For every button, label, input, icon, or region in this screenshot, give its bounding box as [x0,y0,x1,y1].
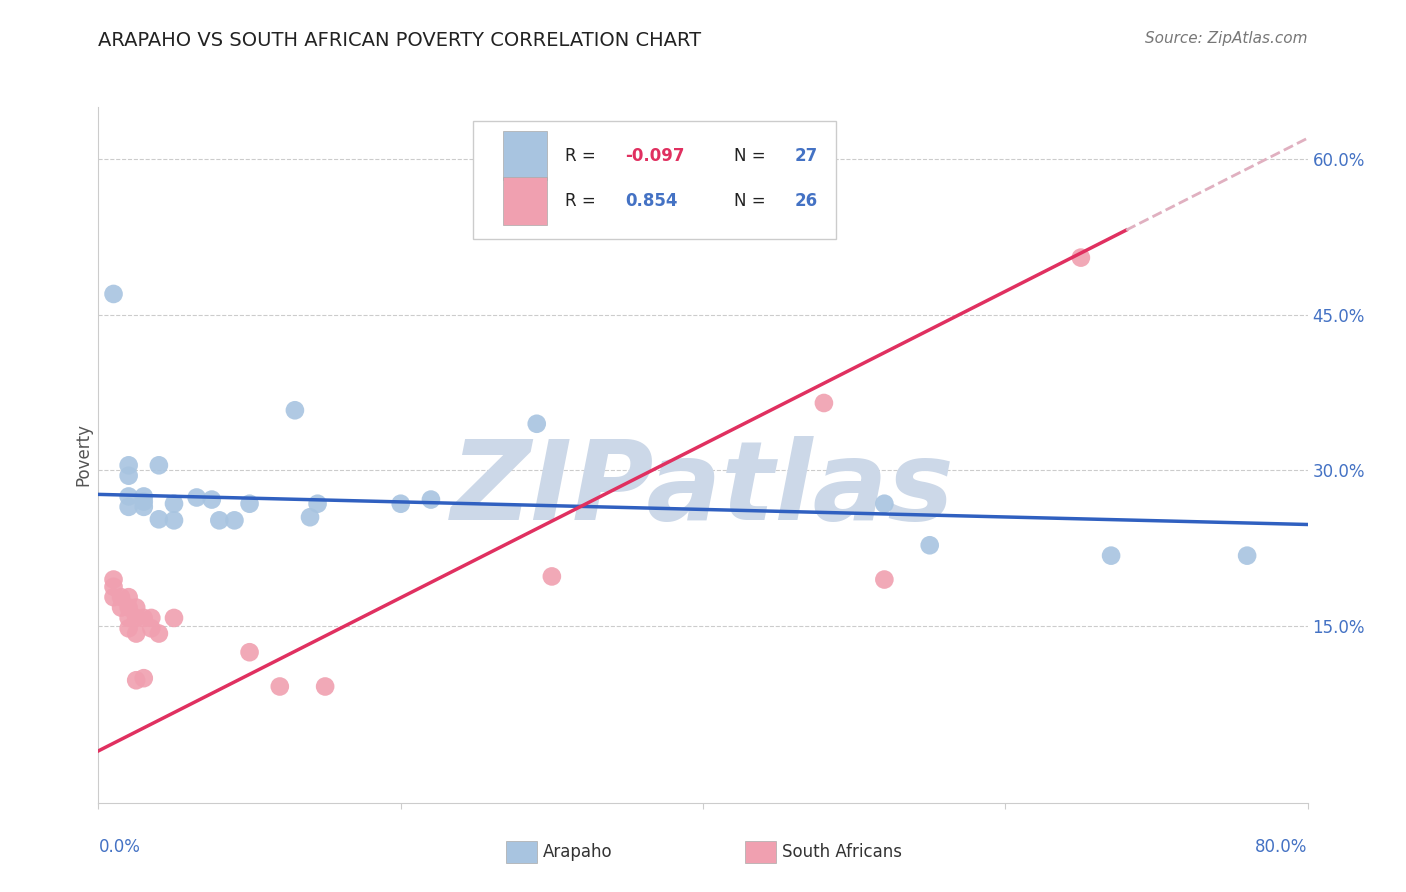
Point [201,492,224,507]
Point [125,673,148,688]
Point [110,590,132,604]
Text: 0.0%: 0.0% [98,838,141,856]
Text: Arapaho: Arapaho [543,843,613,861]
Point [132,494,155,508]
Point [125,600,148,615]
Text: ZIPatlas: ZIPatlas [451,436,955,543]
Point [540,569,562,583]
Point [299,510,322,524]
Text: R =: R = [565,147,602,165]
Point [873,573,896,587]
Text: 27: 27 [794,147,818,165]
Point [118,611,141,625]
Text: 80.0%: 80.0% [1256,838,1308,856]
Point [1236,549,1258,563]
Point [118,490,141,504]
Text: Source: ZipAtlas.com: Source: ZipAtlas.com [1144,31,1308,46]
Point [239,497,262,511]
FancyBboxPatch shape [503,177,547,226]
Text: 26: 26 [794,192,818,210]
Text: South Africans: South Africans [782,843,901,861]
Point [148,512,170,526]
Point [163,611,186,625]
FancyBboxPatch shape [474,121,837,239]
Point [125,626,148,640]
Point [208,513,231,527]
Point [132,671,155,685]
Point [141,611,163,625]
Point [103,573,125,587]
Point [1070,251,1092,265]
Point [148,626,170,640]
Point [284,403,307,417]
Point [103,580,125,594]
Point [141,621,163,635]
Text: N =: N = [734,147,772,165]
Point [118,621,141,635]
Point [307,497,329,511]
Text: R =: R = [565,192,606,210]
Point [1099,549,1122,563]
Point [420,492,443,507]
Point [125,611,148,625]
Point [918,538,941,552]
FancyBboxPatch shape [503,131,547,180]
Point [186,491,208,505]
Point [873,497,896,511]
Point [132,500,155,514]
Point [118,500,141,514]
Point [239,645,262,659]
Point [224,513,246,527]
Point [103,590,125,604]
Point [118,458,141,473]
Text: N =: N = [734,192,772,210]
Point [269,680,291,694]
Point [132,490,155,504]
Point [110,600,132,615]
Y-axis label: Poverty: Poverty [75,424,93,486]
Point [813,396,835,410]
Text: 0.854: 0.854 [626,192,678,210]
Point [118,590,141,604]
Point [118,600,141,615]
Point [132,611,155,625]
Point [526,417,548,431]
Text: -0.097: -0.097 [626,147,685,165]
Point [163,497,186,511]
Point [389,497,412,511]
Point [163,513,186,527]
Point [103,287,125,301]
Point [148,458,170,473]
Point [314,680,336,694]
Point [118,468,141,483]
Text: ARAPAHO VS SOUTH AFRICAN POVERTY CORRELATION CHART: ARAPAHO VS SOUTH AFRICAN POVERTY CORRELA… [98,31,702,50]
